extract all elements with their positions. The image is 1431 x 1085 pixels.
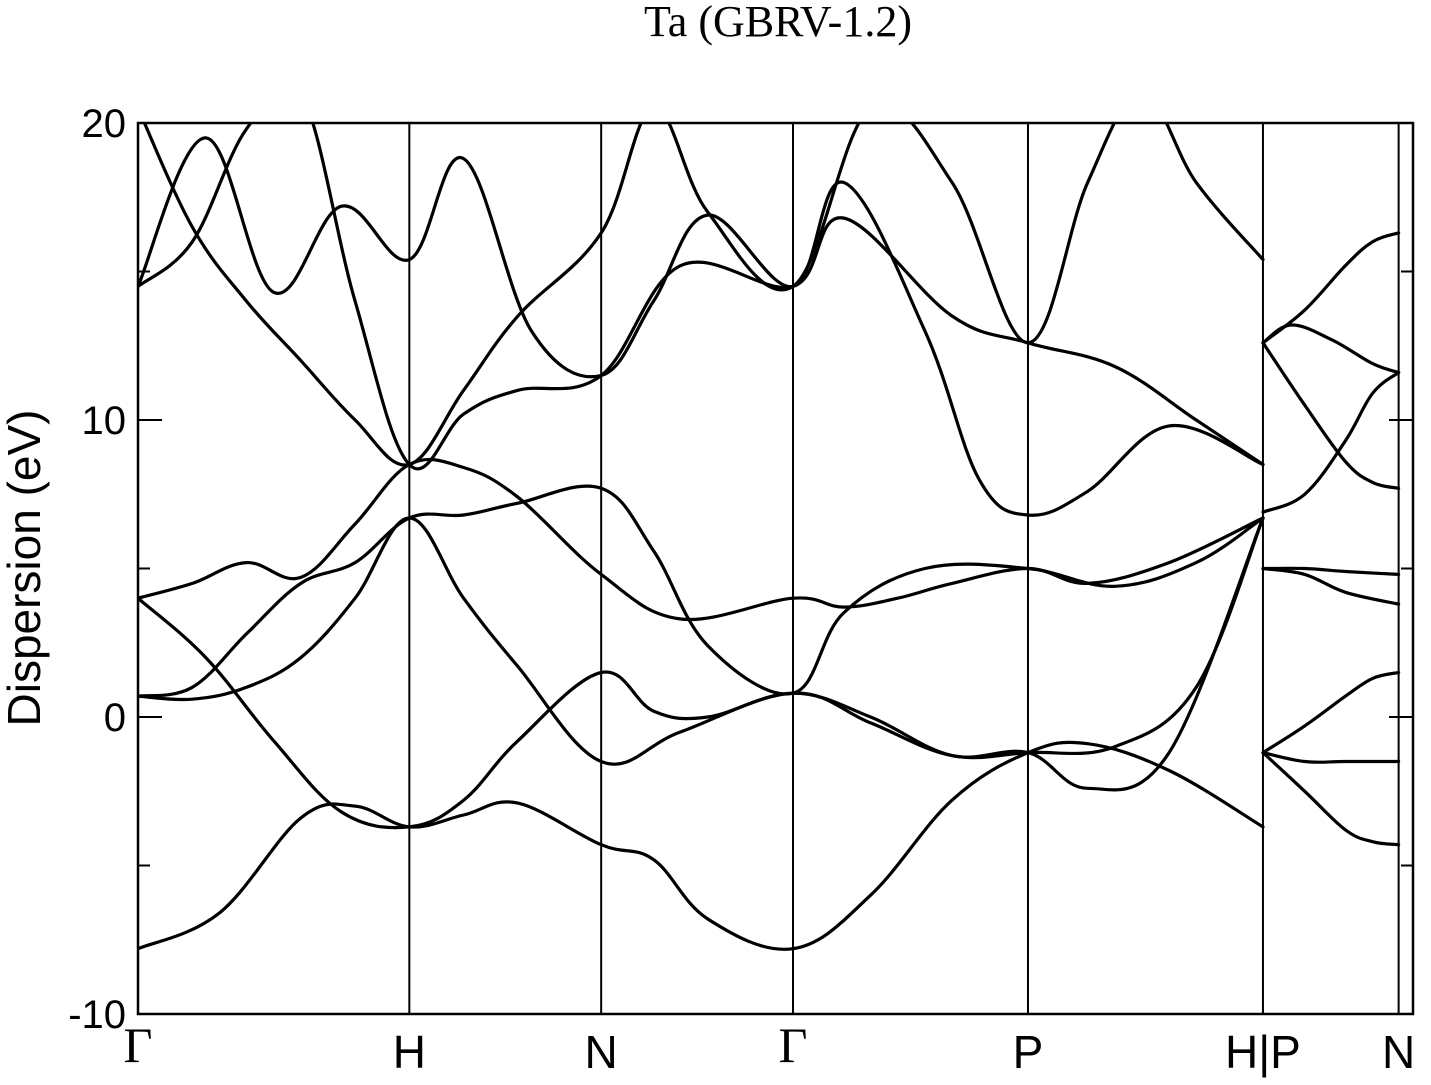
band-line-12 xyxy=(1261,231,1401,345)
ytick-label-0: 20 xyxy=(82,102,127,146)
ytick-label-3: -10 xyxy=(68,993,126,1037)
band-line-2 xyxy=(138,516,1265,830)
chart-title: Ta (GBRV-1.2) xyxy=(644,0,912,46)
band-line-13 xyxy=(1261,566,1401,576)
high-symmetry-lines xyxy=(408,123,1400,1014)
band-line-6 xyxy=(138,123,1265,471)
band-line-17 xyxy=(1261,751,1401,847)
band-line-15 xyxy=(1261,670,1401,755)
ytick-label-2: 0 xyxy=(104,696,126,740)
band-line-16 xyxy=(1261,751,1401,764)
y-ticks: 20 10 0 -10 xyxy=(68,102,1413,1037)
x-tick-labels: Γ H N Γ P H|P N xyxy=(124,1017,1416,1078)
y-axis-label: Dispersion (eV) xyxy=(0,410,50,727)
xtick-label-2: H xyxy=(393,1026,426,1078)
xtick-label-6: H|P xyxy=(1225,1026,1301,1078)
plot-frame xyxy=(136,121,1415,1016)
band-line-7 xyxy=(138,136,1265,517)
xtick-label-5: P xyxy=(1013,1026,1044,1078)
band-line-8 xyxy=(142,123,1265,467)
band-line-5 xyxy=(138,457,1265,622)
band-line-9 xyxy=(1261,323,1401,375)
ytick-label-1: 10 xyxy=(82,399,127,443)
band-line-4 xyxy=(138,484,1265,698)
xtick-label-4: Γ xyxy=(779,1017,808,1073)
xtick-label-1: Γ xyxy=(124,1017,153,1073)
band-line-3 xyxy=(138,516,1265,766)
band-line-11 xyxy=(1261,370,1401,514)
band-line-1 xyxy=(138,740,1265,951)
xtick-label-3: N xyxy=(585,1026,618,1078)
band-line-10 xyxy=(1261,341,1401,490)
band-lines xyxy=(138,123,1401,951)
band-line-14 xyxy=(1261,566,1401,606)
xtick-label-7: N xyxy=(1382,1026,1415,1078)
